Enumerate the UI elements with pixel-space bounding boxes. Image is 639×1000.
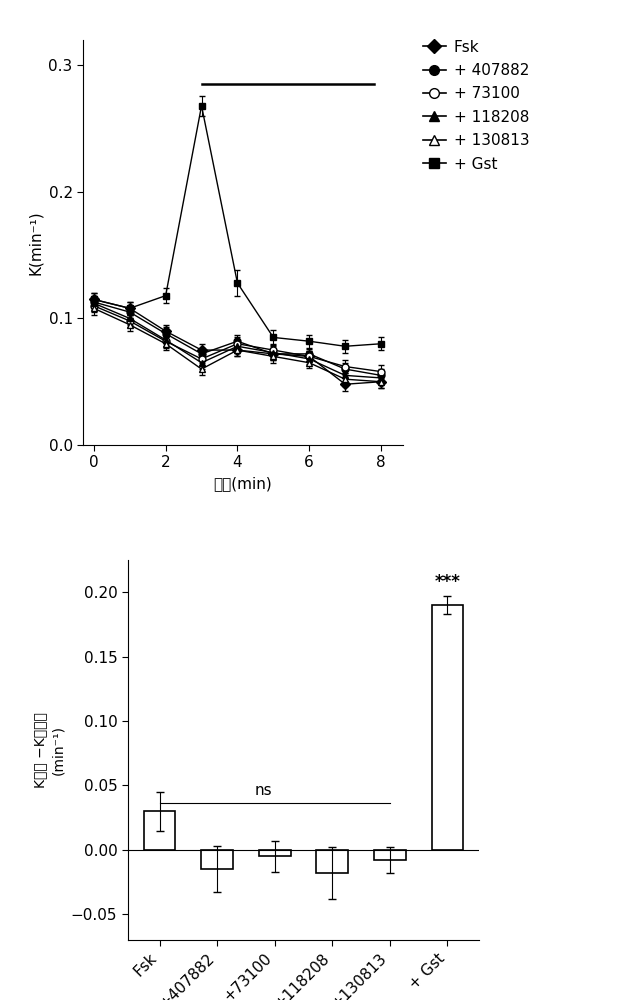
Text: ns: ns bbox=[254, 783, 272, 798]
X-axis label: 时间(min): 时间(min) bbox=[213, 476, 272, 491]
Y-axis label: K(min⁻¹): K(min⁻¹) bbox=[28, 210, 43, 275]
Bar bbox=[431, 605, 463, 850]
Legend: Fsk, + 407882, + 73100, + 118208, + 130813, + Gst: Fsk, + 407882, + 73100, + 118208, + 1308… bbox=[423, 40, 529, 172]
Bar bbox=[259, 850, 291, 856]
Bar bbox=[316, 850, 348, 873]
Text: ***: *** bbox=[435, 573, 460, 591]
Bar bbox=[374, 850, 406, 860]
Y-axis label: K峰値 −K基底値
(min⁻¹): K峰値 −K基底値 (min⁻¹) bbox=[33, 712, 65, 788]
Bar bbox=[201, 850, 233, 869]
Bar bbox=[144, 811, 176, 850]
